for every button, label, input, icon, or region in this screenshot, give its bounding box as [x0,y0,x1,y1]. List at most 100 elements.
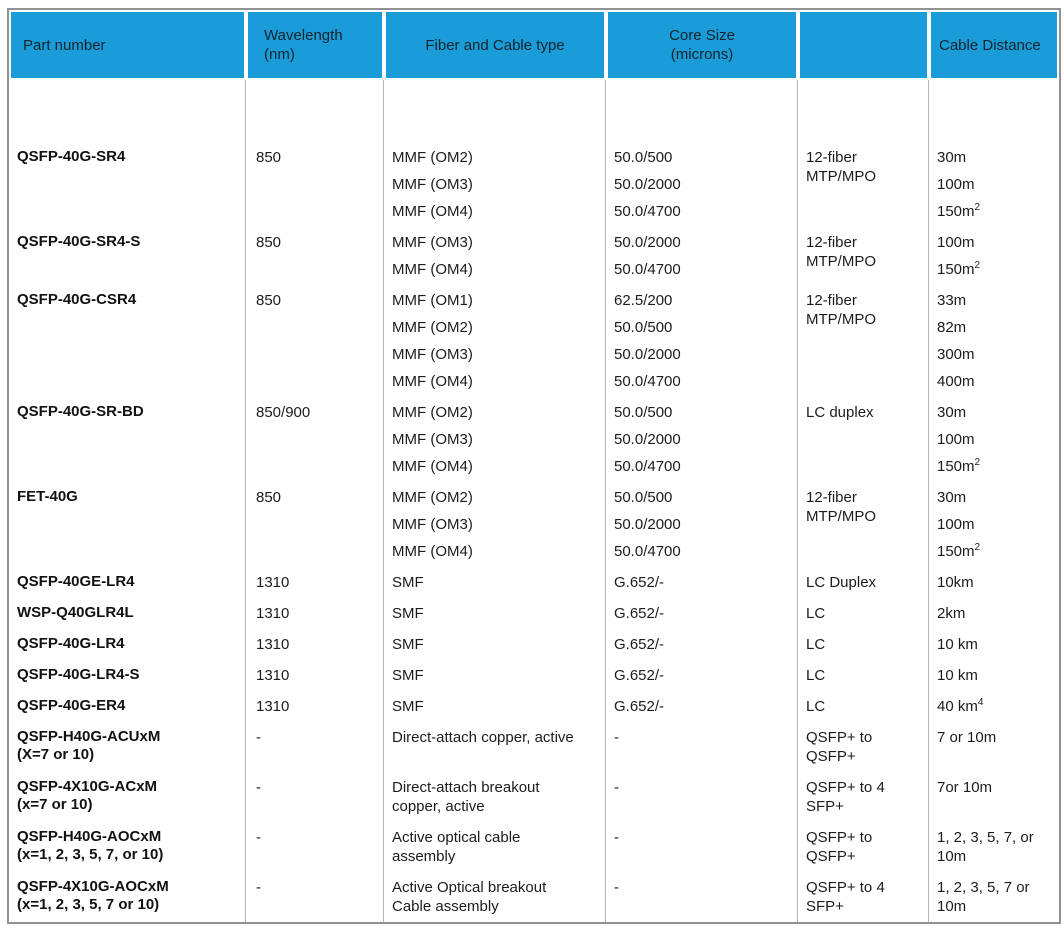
cell-line: 100m [937,431,975,448]
cell-fiber [384,80,606,142]
cell-line: MMF (OM3) [392,234,473,251]
cell-fiber: Active Optical breakout Cable assembly [384,872,606,922]
cell-line: 50.0/2000 [614,346,681,363]
cell-line: 850/900 [256,404,311,421]
cell-line: MMF (OM3) [392,176,473,193]
table-row: QSFP-40G-CSR4 850 MMF (OM1) MMF (OM2) MMF (O… [9,285,1059,397]
table-row: QSFP-H40G-AOCxM (x=1, 2, 3, 5, 7, or 10)… [9,822,1059,872]
cell-line: MMF (OM1) [392,292,473,309]
cell-line: QSFP-40G-SR-BD [17,403,144,420]
cell-line: 1310 [256,667,290,684]
table-row: QSFP-40G-SR4-S 850 MMF (OM3) MMF (OM4) 50.0/… [9,227,1059,285]
cell-fiber: SMF [384,598,606,629]
cell-line: 33m [937,292,967,309]
cell-line: G.652/- [614,605,665,622]
cell-wavelength: 1310 [246,629,384,660]
cell-line: MMF (OM3) [392,516,473,533]
cell-core: G.652/- [606,660,798,691]
table-row: WSP-Q40GLR4L 1310 SMF G.652/- LC 2km [9,598,1059,629]
cell-line: 100m [937,234,975,251]
cell-wavelength: 1310 [246,567,384,598]
cell-line: 50.0/4700 [614,543,681,560]
cell-line: 50.0/500 [614,149,673,166]
table-row: QSFP-40GE-LR4 1310 SMF G.652/- LC Duplex 10km [9,567,1059,598]
transceiver-spec-table: Part number Wavelength (nm) Fiber and Ca… [7,8,1061,924]
cell-line: 50.0/2000 [614,431,681,448]
cell-part: QSFP-40G-SR-BD [9,397,246,482]
table-row: QSFP-4X10G-AOCxM (x=1, 2, 3, 5, 7 or 10)… [9,872,1059,922]
cell-connector: 12-fiber MTP/MPO [798,285,929,397]
cell-line: SMF [392,667,424,684]
cell-distance: 10km [929,567,1059,598]
cell-line: LC [806,667,826,684]
cell-line: Active optical cable assembly [392,829,521,865]
cell-line: Direct-attach breakout copper, active [392,779,540,815]
cell-line: 1310 [256,574,290,591]
cell-line: - [256,779,261,796]
cell-connector: 12-fiber MTP/MPO [798,142,929,227]
cell-line: 12-fiber MTP/MPO [806,489,876,525]
cell-distance: 10 km [929,660,1059,691]
table-row: QSFP-40G-SR-BD 850/900 MMF (OM2) MMF (OM3) M… [9,397,1059,482]
table-row: QSFP-40G-ER4 1310 SMF G.652/- LC 40 km4 [9,691,1059,722]
cell-line: QSFP-H40G-AOCxM (x=1, 2, 3, 5, 7, or 10) [17,828,164,863]
cell-line: QSFP-40GE-LR4 [17,573,135,590]
cell-part: QSFP-40G-SR4-S [9,227,246,285]
cell-part: QSFP-40G-CSR4 [9,285,246,397]
cell-core: - [606,772,798,822]
table-header: Part number Wavelength (nm) Fiber and Ca… [9,10,1059,80]
cell-fiber: MMF (OM1) MMF (OM2) MMF (OM3) MMF (OM4) [384,285,606,397]
cell-line: SMF [392,698,424,715]
cell-wavelength: - [246,772,384,822]
cell-distance: 33m 82m 300m 400m [929,285,1059,397]
cell-part: QSFP-40G-LR4 [9,629,246,660]
cell-line: 7 or 10m [937,729,997,746]
column-header-wavelength: Wavelength (nm) [246,10,384,80]
cell-distance: 7or 10m [929,772,1059,822]
cell-line: 50.0/500 [614,489,673,506]
cell-line: - [614,779,619,796]
cell-part: FET-40G [9,482,246,567]
cell-wavelength [246,80,384,142]
cell-line: QSFP-40G-ER4 [17,697,126,714]
cell-line: Direct-attach copper, active [392,729,574,746]
cell-connector: LC duplex [798,397,929,482]
table-row: FET-40G 850 MMF (OM2) MMF (OM3) MMF (OM4) 50.… [9,482,1059,567]
cell-line: SMF [392,574,424,591]
cell-fiber: Active optical cable assembly [384,822,606,872]
cell-line: MMF (OM2) [392,404,473,421]
cell-connector: LC [798,660,929,691]
cell-wavelength: 850 [246,285,384,397]
cell-line: 1310 [256,605,290,622]
cell-connector [798,80,929,142]
cell-distance: 30m 100m 150m2 [929,142,1059,227]
cell-line: MMF (OM2) [392,489,473,506]
cell-line: 62.5/200 [614,292,673,309]
cell-distance: 1, 2, 3, 5, 7, or 10m [929,822,1059,872]
cell-part: QSFP-40G-LR4-S [9,660,246,691]
cell-line: 850 [256,292,282,309]
cell-distance: 1, 2, 3, 5, 7 or 10m [929,872,1059,922]
cell-distance: 10 km [929,629,1059,660]
cell-part: QSFP-40G-ER4 [9,691,246,722]
cell-line: 1, 2, 3, 5, 7 or 10m [937,879,1030,915]
cell-core: G.652/- [606,629,798,660]
cell-line: SMF [392,636,424,653]
cell-part: QSFP-H40G-ACUxM (X=7 or 10) [9,722,246,772]
cell-part: QSFP-4X10G-ACxM (x=7 or 10) [9,772,246,822]
cell-line: 50.0/500 [614,319,673,336]
cell-line: QSFP-H40G-ACUxM (X=7 or 10) [17,728,161,763]
cell-line: 40 km4 [937,697,984,716]
cell-part: QSFP-40GE-LR4 [9,567,246,598]
cell-distance: 30m 100m 150m2 [929,482,1059,567]
cell-line: 1310 [256,698,290,715]
cell-line: 30m [937,489,967,506]
column-header-connector [798,10,929,80]
cell-line: MMF (OM2) [392,149,473,166]
header-row: Part number Wavelength (nm) Fiber and Ca… [9,10,1059,80]
cell-line: 150m2 [937,542,981,561]
cell-distance [929,80,1059,142]
cell-line: MMF (OM4) [392,373,473,390]
cell-line: QSFP-40G-LR4-S [17,666,140,683]
